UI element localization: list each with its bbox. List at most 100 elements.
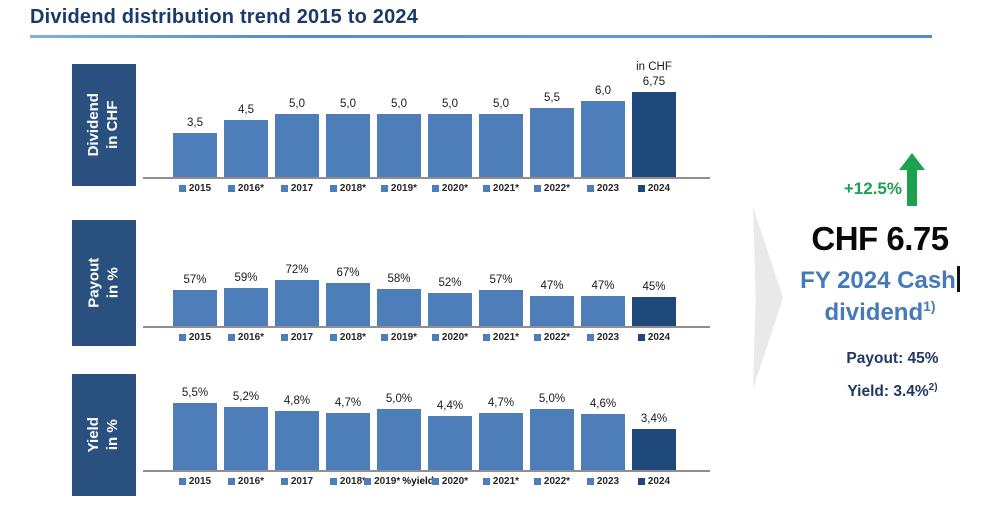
bar-2024 [632, 429, 676, 470]
bar-slot: 4,5 [224, 53, 268, 177]
bar-value-label: 5,0 [391, 98, 407, 110]
bar-value-label: 4,4% [436, 400, 464, 412]
x-axis-year: 2017 [290, 476, 314, 487]
bar-value-label: 52% [438, 277, 462, 289]
x-axis-label: 2015 [173, 183, 217, 194]
x-axis-year: 2021* [492, 183, 520, 194]
plot-area: 57% 59% 72% 67% 58% 52% 57% 47% 47% 45% 2015 2016*… [143, 221, 710, 343]
bar-value-label: 57% [183, 274, 207, 286]
bar-slot: 3,5 [173, 53, 217, 177]
bar-2019* [377, 409, 421, 470]
bar-value-label: 5,0% [385, 393, 413, 405]
x-axis-label: 2021* [479, 183, 523, 194]
bar-slot: 72% [275, 221, 319, 326]
up-arrow-icon [907, 169, 917, 206]
bar-2024 [632, 92, 676, 177]
legend-square-icon [431, 334, 439, 341]
dividend-line[interactable]: dividend1) [788, 298, 972, 327]
bar-2021* [479, 114, 523, 177]
legend-square-icon [586, 334, 594, 341]
bar-value-label: 47% [591, 280, 615, 292]
x-axis-label: 2017 [275, 476, 319, 487]
bar-slot: 5,0 [326, 53, 370, 177]
bar-value-label: 4,7% [487, 397, 515, 409]
x-axis-labels: 2015 2016* 2017 2018* 2019* %yield 2020* 2021* 2… [173, 476, 676, 487]
x-axis-year: 2015 [188, 332, 212, 343]
bar-slot: 45% [632, 221, 676, 326]
legend-square-icon [482, 185, 490, 192]
bars-container: 3,5 4,5 5,0 5,0 5,0 5,0 5,0 5,5 6,0 in CHF 6,75 [173, 53, 676, 177]
x-axis-label: 2021* [479, 476, 523, 487]
x-axis-label: 2022* [530, 183, 574, 194]
row-label-text: Yield in % [85, 417, 123, 452]
bar-2018* [326, 413, 370, 470]
x-axis-label: 2023 [581, 476, 625, 487]
bar-2020* [428, 416, 472, 470]
x-axis-year: 2024 [647, 332, 671, 343]
bar-value-label: 5,0 [340, 98, 356, 110]
bar-value-label: 4,6% [589, 398, 617, 410]
bar-slot: 4,7% [326, 370, 370, 470]
bar-slot: 5,0 [377, 53, 421, 177]
row-label-yield: Yield in % [72, 374, 136, 496]
legend-square-icon [533, 478, 541, 485]
x-axis-labels: 2015 2016* 2017 2018* 2019* 2020* 2021* 2022* 20… [173, 332, 676, 343]
bar-2018* [326, 114, 370, 177]
bar-value-label: 58% [387, 273, 411, 285]
bar-value-label: 4,5 [238, 104, 254, 116]
bar-value-label: 5,0 [289, 98, 305, 110]
bar-slot: 47% [581, 221, 625, 326]
x-axis-label: 2018* [326, 183, 370, 194]
bar-slot: 5,0 [479, 53, 523, 177]
bar-slot: 4,8% [275, 370, 319, 470]
bar-2016* [224, 120, 268, 177]
x-axis-year: 2020* [441, 332, 469, 343]
bar-value-label: 5,0 [442, 98, 458, 110]
bar-2023 [581, 414, 625, 470]
legend-square-icon [431, 185, 439, 192]
x-axis-year: 2023 [596, 332, 620, 343]
fy2024-cash-line[interactable]: FY 2024 Cash [788, 266, 972, 295]
bar-2019* [377, 114, 421, 177]
bar-2022* [530, 409, 574, 470]
x-axis-year: 2023 [596, 183, 620, 194]
legend-square-icon [227, 185, 235, 192]
fy2024-cash-text[interactable]: FY 2024 Cash [800, 267, 956, 294]
bar-value-label: 59% [234, 272, 258, 284]
bar-slot: 57% [173, 221, 217, 326]
legend-square-icon [227, 478, 235, 485]
bar-2017 [275, 114, 319, 177]
x-axis-year: 2016* [237, 476, 265, 487]
legend-square-icon [329, 334, 337, 341]
x-axis-year: 2020* [441, 476, 469, 487]
x-axis-label: 2015 [173, 332, 217, 343]
legend-square-icon [280, 185, 288, 192]
x-axis-label: 2021* [479, 332, 523, 343]
legend-square-icon [364, 478, 372, 485]
bar-2021* [479, 413, 523, 470]
legend-square-icon [280, 334, 288, 341]
payout-stat: Payout: 45% [846, 350, 939, 367]
x-axis-label: 2020* [428, 476, 472, 487]
legend-square-icon [280, 478, 288, 485]
x-axis-year: 2018* [339, 332, 367, 343]
legend-square-icon [637, 185, 645, 192]
headline-chf-amount: CHF 6.75 [811, 220, 949, 257]
bar-value-label: 67% [336, 267, 360, 279]
x-axis-year: 2018* [339, 476, 367, 487]
x-axis-label: 2017 [275, 332, 319, 343]
x-axis-year: 2016* [237, 332, 265, 343]
x-axis-year: 2019* [374, 476, 401, 487]
legend-square-icon [586, 478, 594, 485]
x-axis-label: 2022* [530, 332, 574, 343]
dividend-text[interactable]: dividend [824, 299, 924, 326]
bar-slot: 4,6% [581, 370, 625, 470]
x-axis-year: 2018* [339, 183, 367, 194]
bar-slot: 5,0% [377, 370, 421, 470]
chevron-arrow-shape [753, 207, 783, 389]
row-label-payout: Payout in % [72, 220, 136, 346]
x-axis-year: 2017 [290, 332, 314, 343]
bar-2022* [530, 296, 574, 326]
legend-square-icon [431, 478, 439, 485]
